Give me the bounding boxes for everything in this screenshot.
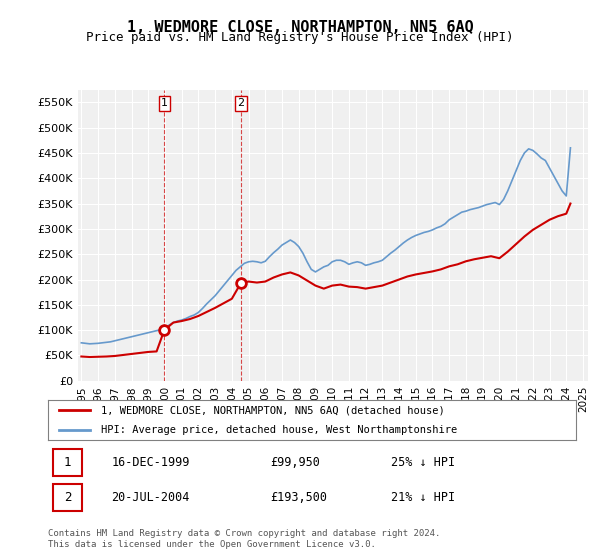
Text: Price paid vs. HM Land Registry's House Price Index (HPI): Price paid vs. HM Land Registry's House … [86, 31, 514, 44]
FancyBboxPatch shape [53, 449, 82, 476]
Text: 1, WEDMORE CLOSE, NORTHAMPTON, NN5 6AQ: 1, WEDMORE CLOSE, NORTHAMPTON, NN5 6AQ [127, 20, 473, 35]
Text: Contains HM Land Registry data © Crown copyright and database right 2024.
This d: Contains HM Land Registry data © Crown c… [48, 529, 440, 549]
Text: 1, WEDMORE CLOSE, NORTHAMPTON, NN5 6AQ (detached house): 1, WEDMORE CLOSE, NORTHAMPTON, NN5 6AQ (… [101, 405, 445, 415]
Text: 16-DEC-1999: 16-DEC-1999 [112, 456, 190, 469]
Text: 21% ↓ HPI: 21% ↓ HPI [391, 491, 455, 504]
Text: £193,500: £193,500 [270, 491, 327, 504]
Text: 2: 2 [238, 99, 245, 108]
FancyBboxPatch shape [53, 484, 82, 511]
Text: 25% ↓ HPI: 25% ↓ HPI [391, 456, 455, 469]
Text: 2: 2 [64, 491, 71, 504]
Text: 20-JUL-2004: 20-JUL-2004 [112, 491, 190, 504]
Text: 1: 1 [64, 456, 71, 469]
Text: HPI: Average price, detached house, West Northamptonshire: HPI: Average price, detached house, West… [101, 425, 457, 435]
Text: £99,950: £99,950 [270, 456, 320, 469]
Text: 1: 1 [161, 99, 168, 108]
